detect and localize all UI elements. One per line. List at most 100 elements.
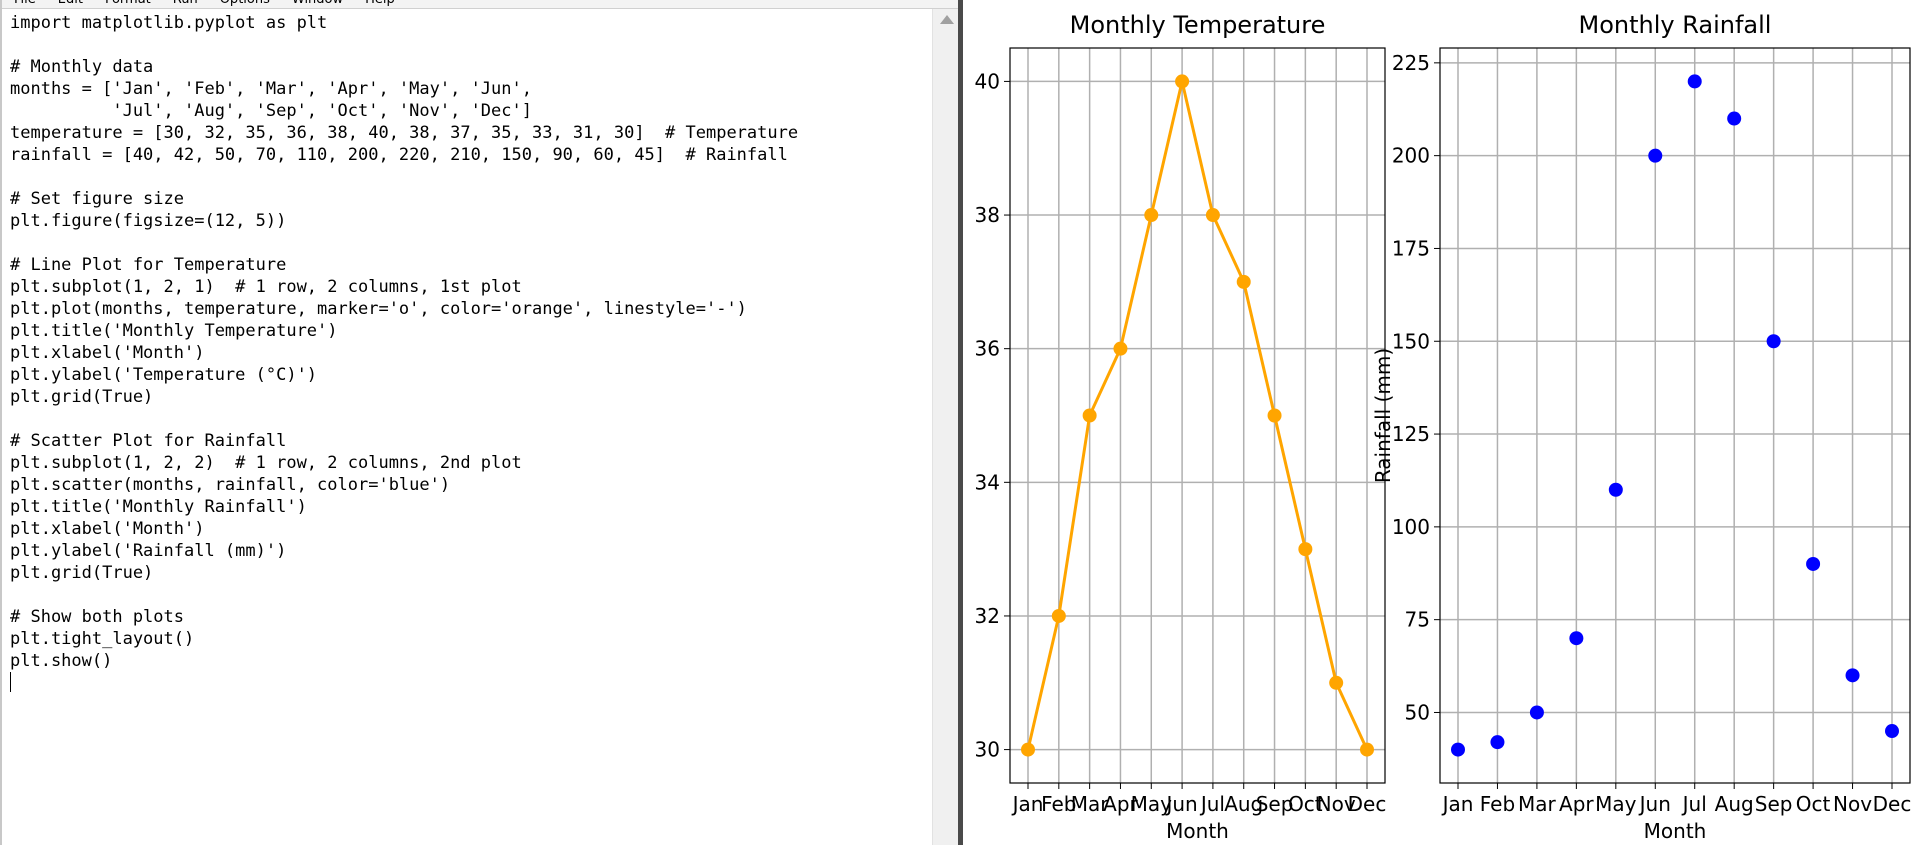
menu-window[interactable]: Window xyxy=(292,0,343,8)
y-axis-label: Rainfall (mm) xyxy=(1371,348,1395,483)
rainfall-chart: Jan Feb Mar Apr May Jun Jul Aug Sep Oct Nov Dec 50 75… xyxy=(1371,11,1911,843)
chart-title: Monthly Rainfall xyxy=(1579,11,1772,39)
code-line xyxy=(10,584,930,606)
x-axis-label: Month xyxy=(1166,819,1229,843)
y-tick-label: 150 xyxy=(1392,329,1430,353)
temperature-point xyxy=(1082,408,1097,423)
x-axis-label: Month xyxy=(1644,819,1707,843)
rainfall-point xyxy=(1727,111,1742,126)
code-line: plt.grid(True) xyxy=(10,563,154,583)
temperature-point xyxy=(1236,274,1251,289)
menu-help[interactable]: Help xyxy=(365,0,395,8)
code-editor-window: File Edit Format Run Options Window Help… xyxy=(0,0,961,845)
temperature-point xyxy=(1175,74,1190,89)
plot-figure-window: Jan Feb Mar Apr May Jun Jul Aug Sep Oct Nov Dec 30 32… xyxy=(963,0,1919,845)
code-line: plt.show() xyxy=(10,651,113,671)
temperature-line xyxy=(1026,81,1369,751)
y-tick-label: 30 xyxy=(975,738,1000,762)
code-line: plt.title('Monthly Temperature') xyxy=(10,321,338,341)
temperature-point xyxy=(1144,208,1159,223)
code-line: plt.title('Monthly Rainfall') xyxy=(10,497,307,517)
rainfall-point xyxy=(1885,724,1899,739)
code-line: plt.plot(months, temperature, marker='o'… xyxy=(10,299,747,319)
window-divider xyxy=(958,0,963,845)
x-tick-label: Aug xyxy=(1224,792,1263,816)
text-caret xyxy=(10,672,11,692)
temperature-point xyxy=(1051,608,1066,623)
code-line: # Show both plots xyxy=(10,607,184,627)
y-tick-label: 40 xyxy=(975,69,1000,93)
y-tick-label: 36 xyxy=(975,337,1000,361)
rainfall-point xyxy=(1766,334,1781,349)
code-line: 'Jul', 'Aug', 'Sep', 'Oct', 'Nov', 'Dec'… xyxy=(10,101,532,121)
code-line: # Set figure size xyxy=(10,189,184,209)
y-tick-label: 225 xyxy=(1392,51,1430,75)
y-tick-label: 75 xyxy=(1405,608,1430,632)
x-tick-label: May xyxy=(1595,792,1637,816)
code-line xyxy=(10,408,930,430)
code-line: plt.xlabel('Month') xyxy=(10,519,205,539)
code-line: plt.figure(figsize=(12, 5)) xyxy=(10,211,287,231)
menu-format[interactable]: Format xyxy=(105,0,151,8)
code-line: import matplotlib.pyplot as plt xyxy=(10,13,328,33)
x-tick-label: Mar xyxy=(1518,792,1557,816)
code-line: plt.subplot(1, 2, 2) # 1 row, 2 columns,… xyxy=(10,453,522,473)
rainfall-point xyxy=(1608,482,1623,497)
code-line: plt.xlabel('Month') xyxy=(10,343,205,363)
menu-bar: File Edit Format Run Options Window Help xyxy=(2,0,960,9)
x-tick-label: Apr xyxy=(1103,792,1138,816)
code-line: plt.tight_layout() xyxy=(10,629,195,649)
y-tick-label: 32 xyxy=(975,604,1000,628)
code-line xyxy=(10,34,930,56)
temperature-point xyxy=(1205,208,1220,223)
code-text-area[interactable]: import matplotlib.pyplot as plt # Monthly… xyxy=(10,12,930,832)
x-tick-label: Sep xyxy=(1755,792,1793,816)
x-tick-label: Nov xyxy=(1317,792,1356,816)
axes-frame xyxy=(1439,47,1911,784)
menu-run[interactable]: Run xyxy=(173,0,198,8)
y-tick-label: 200 xyxy=(1392,144,1430,168)
code-line xyxy=(10,166,930,188)
x-tick-label: Oct xyxy=(1796,792,1831,816)
temperature-point xyxy=(1298,542,1313,557)
y-tick-label: 50 xyxy=(1405,700,1430,724)
temperature-point xyxy=(1113,341,1128,356)
vertical-scrollbar[interactable] xyxy=(932,9,961,845)
x-tick-label: Jun xyxy=(1164,792,1197,816)
code-line: plt.scatter(months, rainfall, color='blu… xyxy=(10,475,451,495)
x-tick-label: Apr xyxy=(1559,792,1594,816)
rainfall-point xyxy=(1569,631,1584,646)
x-tick-label: Dec xyxy=(1873,792,1912,816)
chart-title: Monthly Temperature xyxy=(1070,11,1326,39)
menu-edit[interactable]: Edit xyxy=(58,0,83,8)
y-tick-label: 125 xyxy=(1392,422,1430,446)
x-tick-label: Jul xyxy=(1681,792,1707,816)
rainfall-point xyxy=(1845,668,1860,683)
code-line: plt.subplot(1, 2, 1) # 1 row, 2 columns,… xyxy=(10,277,522,297)
x-tick-label: Aug xyxy=(1715,792,1754,816)
x-tick-label: Oct xyxy=(1288,792,1323,816)
code-line: plt.ylabel('Temperature (°C)') xyxy=(10,365,318,385)
y-tick-label: 38 xyxy=(975,203,1000,227)
y-tick-label: 175 xyxy=(1392,236,1430,260)
rainfall-point xyxy=(1648,148,1663,163)
code-line: # Scatter Plot for Rainfall xyxy=(10,431,287,451)
x-tick-label: Jul xyxy=(1199,792,1225,816)
menu-options[interactable]: Options xyxy=(220,0,270,8)
code-line: temperature = [30, 32, 35, 36, 38, 40, 3… xyxy=(10,123,799,143)
menu-file[interactable]: File xyxy=(14,0,36,8)
rainfall-point xyxy=(1687,74,1702,89)
code-line: # Line Plot for Temperature xyxy=(10,255,287,275)
rainfall-point xyxy=(1806,556,1821,571)
x-tick-label: Sep xyxy=(1256,792,1294,816)
rainfall-point xyxy=(1529,705,1544,720)
x-tick-label: Feb xyxy=(1041,792,1076,816)
y-tick-label: 100 xyxy=(1392,515,1430,539)
code-line xyxy=(10,232,930,254)
scroll-up-arrow-icon[interactable] xyxy=(940,15,954,24)
x-tick-label: Jan xyxy=(1441,792,1474,816)
x-tick-label: Dec xyxy=(1348,792,1387,816)
code-line: rainfall = [40, 42, 50, 70, 110, 200, 22… xyxy=(10,145,788,165)
